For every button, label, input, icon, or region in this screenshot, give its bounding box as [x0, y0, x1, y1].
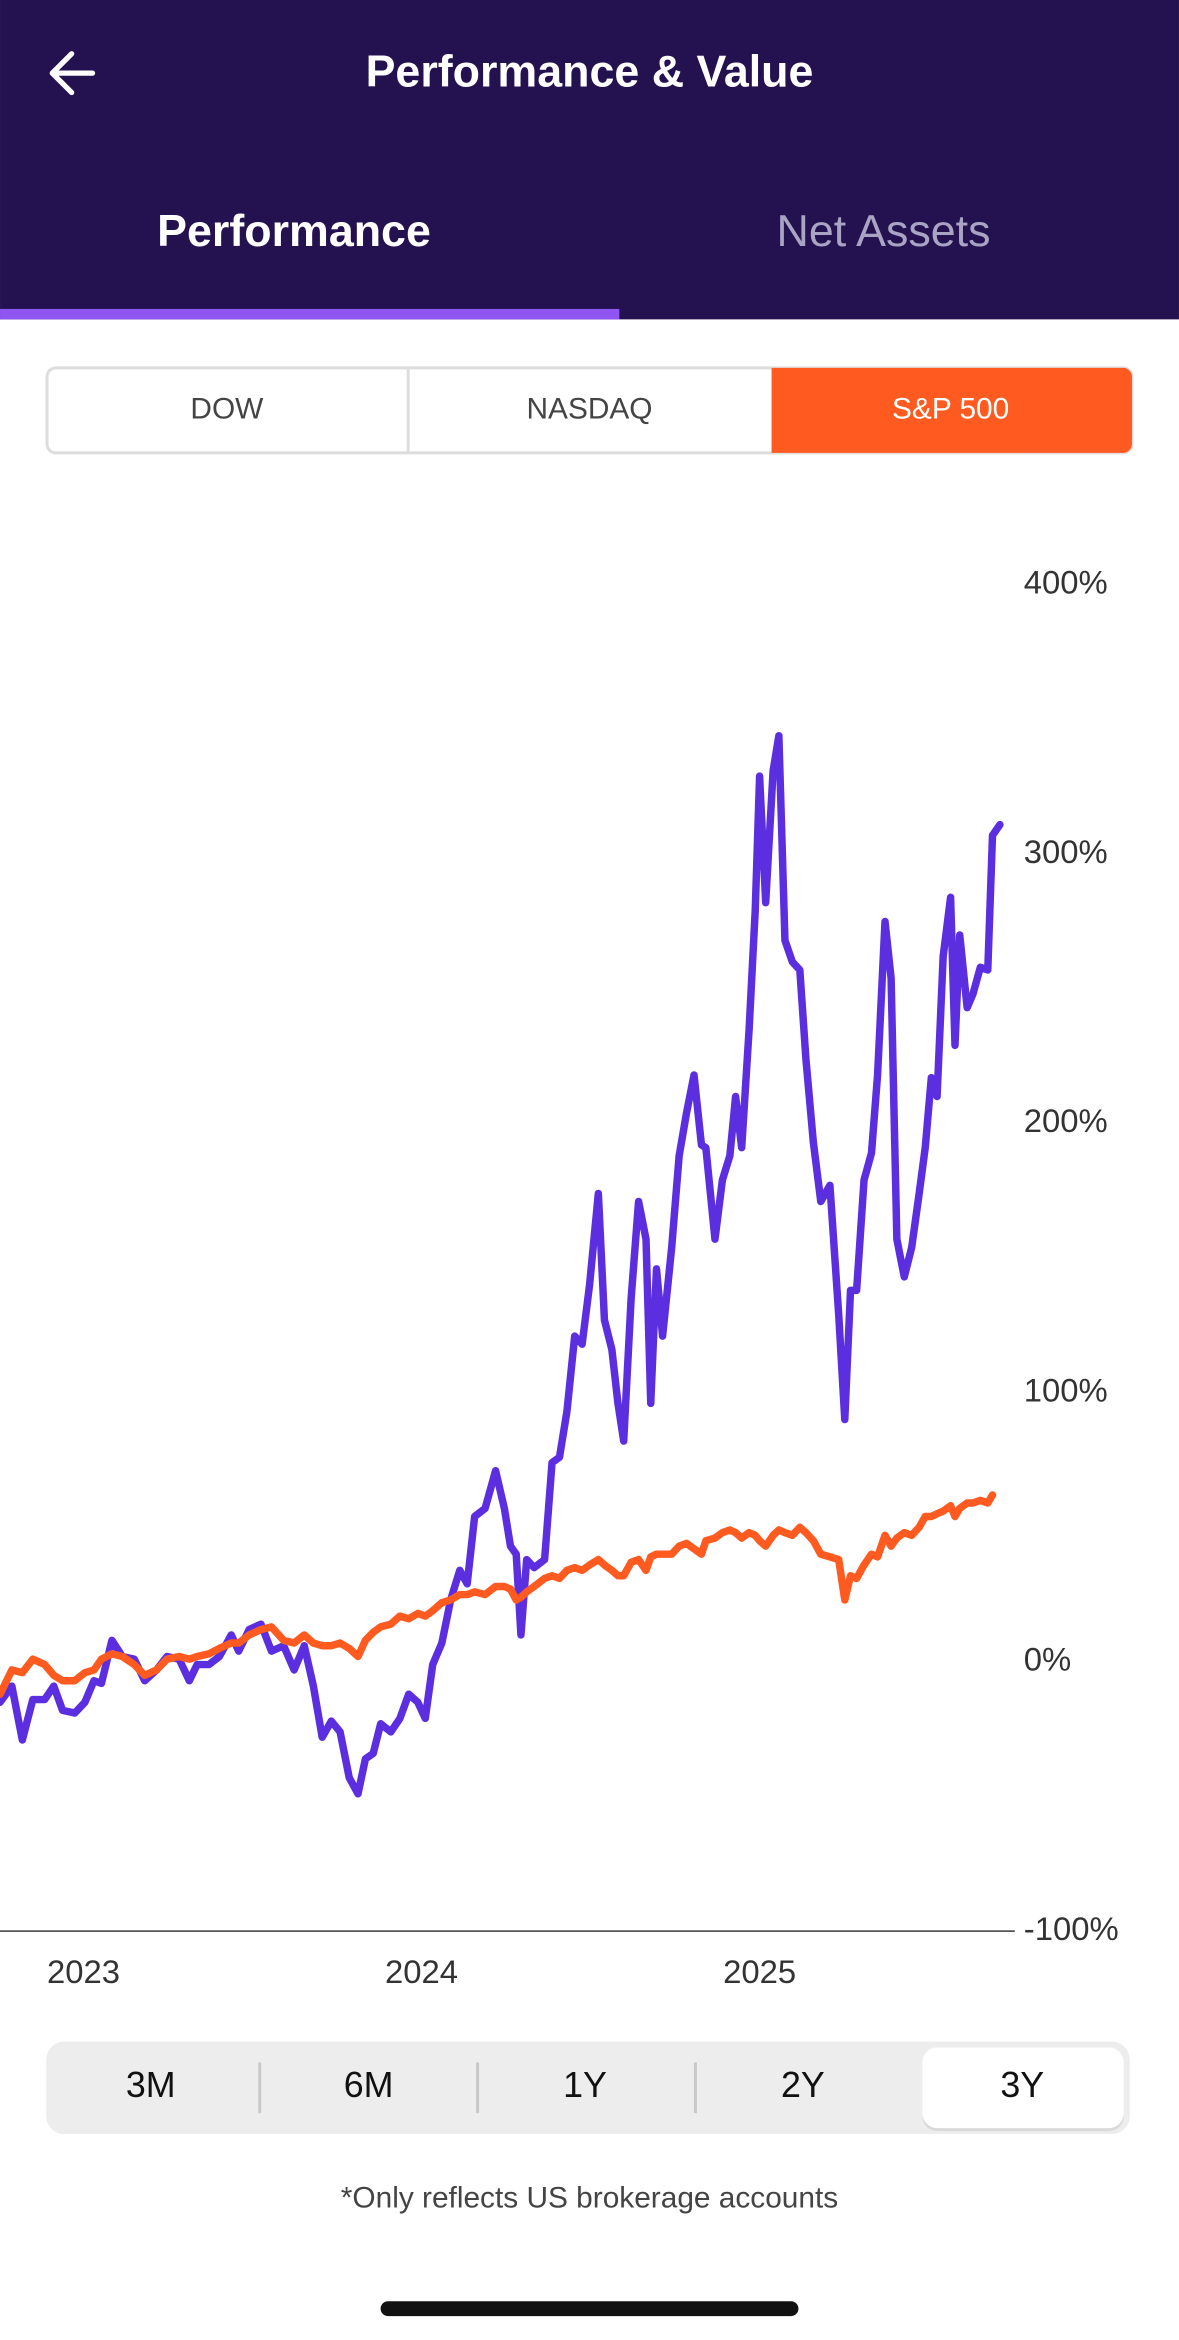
range-label[interactable]: 6M — [344, 2065, 394, 2105]
y-tick-label: 200% — [1024, 1102, 1108, 1139]
back-arrow[interactable] — [49, 51, 96, 96]
range-label[interactable]: 1Y — [563, 2065, 607, 2105]
range-label[interactable]: 3M — [126, 2065, 176, 2105]
x-tick-label: 2024 — [385, 1953, 458, 1990]
y-tick-label: -100% — [1024, 1910, 1119, 1947]
segment-selected[interactable] — [771, 367, 1132, 453]
range-label[interactable]: 2Y — [781, 2065, 825, 2105]
footnote: *Only reflects US brokerage accounts — [341, 2182, 838, 2215]
y-tick-label: 0% — [1024, 1641, 1071, 1678]
home-indicator — [380, 2301, 799, 2317]
series-line — [0, 732, 1004, 1798]
header-title: Performance & Value — [366, 46, 814, 96]
y-tick-label: 400% — [1024, 564, 1108, 601]
range-label[interactable]: 3Y — [1000, 2065, 1044, 2105]
series-line — [0, 1491, 997, 1698]
range-control — [46, 2041, 1130, 2135]
chart: -100% 0% 100% 200% 300% 400% 2023 2024 2025 — [0, 564, 1119, 1990]
x-tick-label: 2025 — [723, 1953, 796, 1990]
tab-indicator — [0, 308, 620, 320]
tab[interactable]: Net Assets — [777, 206, 991, 256]
back-button[interactable] — [49, 51, 96, 96]
x-tick-label: 2023 — [47, 1953, 120, 1990]
segment-label[interactable]: DOW — [190, 392, 264, 425]
range-selected[interactable] — [922, 2047, 1124, 2129]
tab[interactable]: Performance — [157, 206, 431, 256]
y-tick-label: 300% — [1024, 833, 1108, 870]
header-bar — [0, 0, 1179, 320]
y-tick-label: 100% — [1024, 1371, 1108, 1408]
segment-label[interactable]: NASDAQ — [527, 392, 653, 425]
segment-label[interactable]: S&P 500 — [892, 392, 1009, 425]
